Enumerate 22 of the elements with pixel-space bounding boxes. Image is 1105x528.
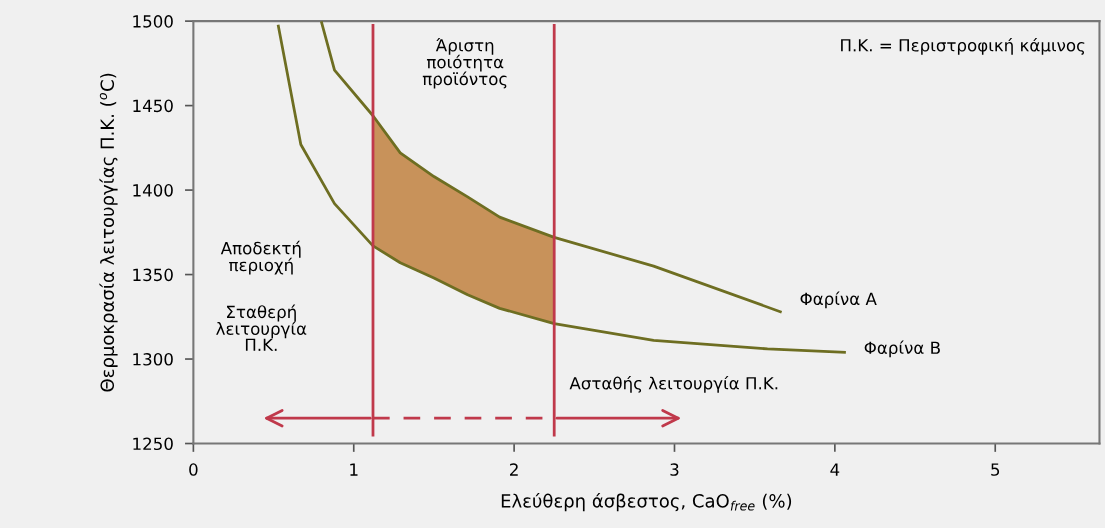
x-tick-label: 1 xyxy=(350,463,358,476)
annotation: Σταθερή λειτουργία Π.Κ. xyxy=(216,304,307,351)
x-tick-label: 3 xyxy=(670,463,679,476)
y-axis-title: Θερμοκρασία λειτουργίας Π.Κ. ($^{o}$C) xyxy=(99,73,118,392)
annotation: Π.Κ. = Περιστροφική κάμινος xyxy=(841,38,1085,55)
y-tick-label: 1450 xyxy=(133,99,173,113)
y-tick-label: 1350 xyxy=(133,268,173,282)
x-tick-label: 0 xyxy=(189,463,198,476)
y-tick-label: 1400 xyxy=(133,184,173,197)
annotation: Ασταθής λειτουργία Π.Κ. xyxy=(569,375,778,393)
x-tick-label: 2 xyxy=(510,463,518,476)
x-axis-title: Ελεύθερη άσβεστος, CaO$_{free}$ (%) xyxy=(501,492,792,512)
y-tick-label: 1250 xyxy=(133,437,173,451)
annotation: Αποδεκτή περιοχή xyxy=(220,240,301,275)
x-tick-label: 5 xyxy=(991,463,1000,476)
annotation: Άριστη ποιότητα προϊόντος xyxy=(422,38,507,89)
x-tick-label: 4 xyxy=(830,463,840,476)
line-series xyxy=(320,21,782,314)
series-label: Φαρίνα A xyxy=(800,291,877,309)
series-label: Φαρίνα B xyxy=(864,340,940,358)
y-tick-label: 1500 xyxy=(133,15,173,28)
y-tick-label: 1300 xyxy=(133,353,173,366)
